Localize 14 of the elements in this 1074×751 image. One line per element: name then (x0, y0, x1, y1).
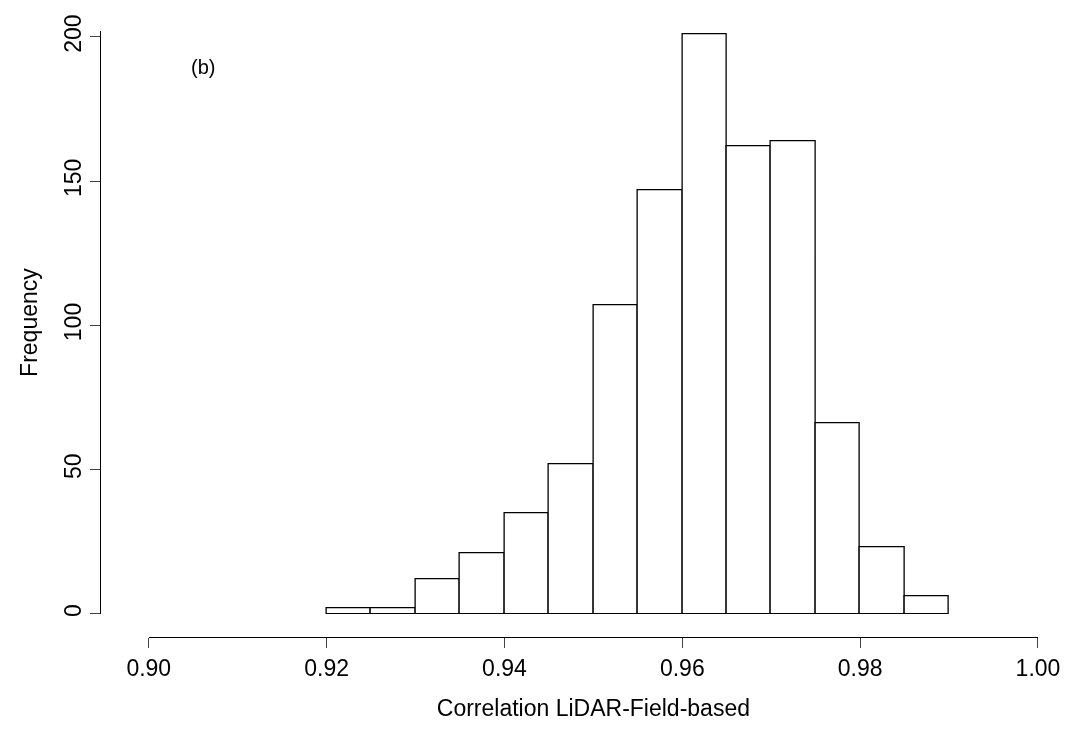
y-tick-label: 50 (59, 453, 86, 480)
y-axis-title: Frequency (16, 267, 43, 377)
x-tick-label: 0.92 (304, 654, 349, 681)
y-tick-label: 0 (59, 604, 86, 617)
x-axis-title: Correlation LiDAR-Field-based (436, 695, 750, 722)
y-tick-label: 100 (59, 302, 86, 342)
x-tick-label: 0.90 (126, 654, 172, 681)
x-tick-label: 0.96 (659, 654, 705, 681)
y-tick-label: 150 (59, 158, 86, 197)
x-tick-label: 0.98 (837, 654, 883, 681)
x-tick-label: 1.00 (1015, 654, 1061, 681)
x-tick-label: 0.94 (482, 654, 528, 681)
annotation: (b) (191, 56, 216, 78)
y-tick-label: 200 (59, 14, 86, 53)
